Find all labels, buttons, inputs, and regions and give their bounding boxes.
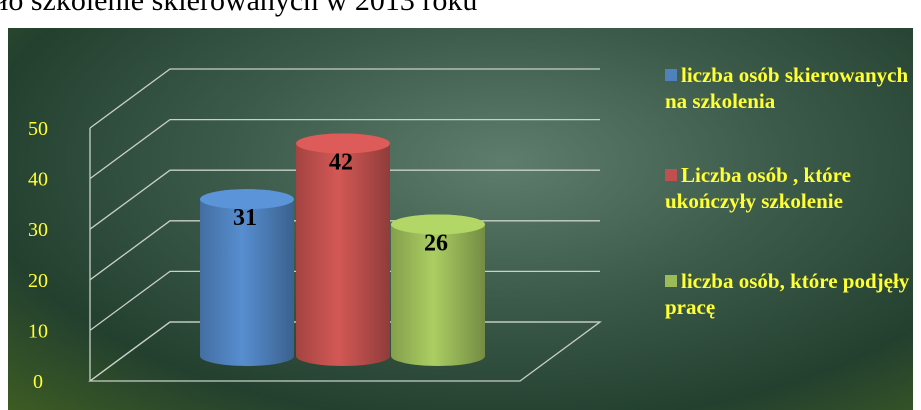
grid-line — [89, 118, 600, 180]
legend-swatch — [665, 275, 677, 287]
chart-title: ło szkolenie skierowanych w 2013 roku — [0, 0, 478, 17]
legend-entry: Liczba osób , które ukończyły szkolenie — [665, 162, 910, 214]
cylinder-top — [391, 214, 485, 235]
data-label: 26 — [424, 230, 448, 256]
y-tick-label: 10 — [28, 320, 48, 342]
legend-entry: liczba osób skierowanych na szkolenia — [665, 62, 910, 114]
y-tick-label: 40 — [28, 169, 48, 191]
legend-label: Liczba osób , które ukończyły szkolenie — [665, 163, 851, 213]
data-label: 31 — [233, 205, 257, 231]
cylinder-top — [200, 189, 294, 210]
data-label: 42 — [329, 149, 353, 175]
legend-label: liczba osób skierowanych na szkolenia — [665, 63, 909, 113]
cylinder — [296, 133, 390, 366]
cylinder — [200, 189, 294, 366]
y-tick-label: 50 — [28, 118, 48, 140]
grid-line — [89, 169, 600, 230]
legend-entry: liczba osób, które podjęły pracę — [665, 268, 910, 320]
legend-swatch — [665, 69, 677, 81]
legend-label: liczba osób, które podjęły pracę — [665, 269, 910, 319]
cylinder-top — [296, 133, 390, 154]
y-tick-label: 30 — [28, 219, 48, 241]
floor — [88, 321, 602, 382]
y-tick-label: 20 — [28, 270, 48, 292]
cylinder — [391, 214, 485, 366]
grid-line — [89, 68, 600, 129]
y-tick-label: 0 — [33, 371, 43, 393]
legend-swatch — [665, 169, 677, 181]
